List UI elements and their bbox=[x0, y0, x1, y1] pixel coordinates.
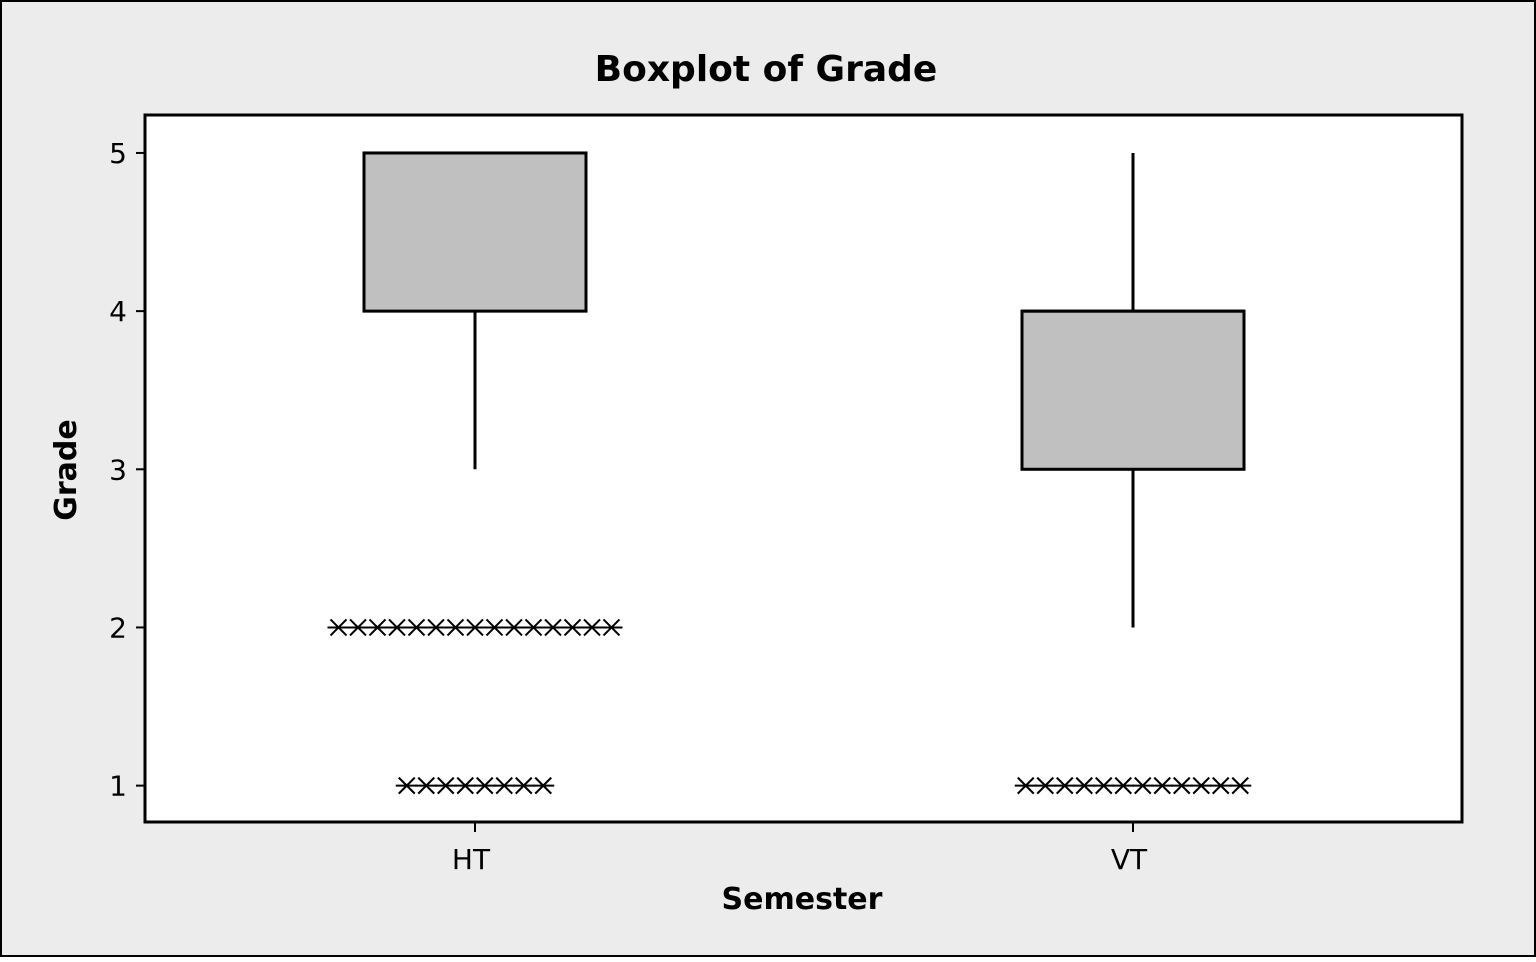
plot-area bbox=[143, 113, 1464, 824]
outlier-ht-2-12 bbox=[561, 618, 584, 637]
outlier-ht-1-4 bbox=[473, 776, 496, 795]
outlier-ht-1-7 bbox=[532, 776, 555, 795]
outlier-ht-1-2 bbox=[434, 776, 457, 795]
box-vt bbox=[1020, 309, 1246, 471]
outlier-vt-1-10 bbox=[1209, 776, 1232, 795]
box-group-ht bbox=[327, 151, 623, 795]
outlier-ht-1-0 bbox=[395, 776, 418, 795]
outlier-ht-2-13 bbox=[581, 618, 603, 637]
outlier-vt-1-9 bbox=[1190, 776, 1213, 795]
outlier-vt-1-0 bbox=[1014, 776, 1037, 795]
outlier-vt-1-8 bbox=[1170, 776, 1193, 795]
outlier-ht-2-10 bbox=[522, 618, 545, 637]
outlier-vt-1-5 bbox=[1112, 776, 1135, 795]
outlier-ht-2-9 bbox=[503, 618, 525, 637]
x-axis: HT VT bbox=[452, 822, 1148, 876]
box-ht bbox=[362, 151, 588, 313]
box-group-vt bbox=[1014, 152, 1252, 795]
outlier-vt-1-2 bbox=[1053, 776, 1076, 795]
y-tick-label-3: 3 bbox=[109, 453, 127, 486]
y-tick-label-5: 5 bbox=[109, 137, 127, 170]
outlier-ht-1-3 bbox=[454, 776, 477, 795]
x-tick-label-ht: HT bbox=[452, 843, 491, 876]
outlier-vt-1-3 bbox=[1073, 776, 1096, 795]
outlier-ht-2-3 bbox=[386, 618, 408, 637]
outlier-vt-1-7 bbox=[1151, 776, 1174, 795]
outlier-vt-1-4 bbox=[1092, 776, 1115, 795]
y-tick-label-1: 1 bbox=[109, 770, 127, 803]
y-axis-label: Grade bbox=[49, 419, 84, 520]
outlier-ht-1-6 bbox=[512, 776, 535, 795]
x-axis-label: Semester bbox=[722, 882, 883, 917]
outlier-ht-2-6 bbox=[444, 618, 467, 637]
outlier-ht-2-4 bbox=[405, 618, 428, 637]
outlier-ht-2-8 bbox=[483, 618, 506, 637]
outlier-ht-2-2 bbox=[366, 618, 389, 637]
y-tick-label-4: 4 bbox=[109, 295, 127, 328]
chart-title: Boxplot of Grade bbox=[595, 49, 938, 90]
outlier-ht-2-1 bbox=[347, 618, 369, 637]
boxes-layer bbox=[327, 151, 1252, 795]
y-tick-label-2: 2 bbox=[109, 611, 127, 644]
outlier-vt-1-1 bbox=[1034, 776, 1057, 795]
outlier-ht-2-7 bbox=[464, 618, 486, 637]
outlier-ht-2-14 bbox=[600, 618, 623, 637]
outlier-vt-1-11 bbox=[1229, 776, 1252, 795]
outlier-ht-2-0 bbox=[327, 618, 350, 637]
outlier-ht-2-5 bbox=[425, 618, 447, 637]
outlier-vt-1-6 bbox=[1131, 776, 1154, 795]
y-axis: 1 2 3 4 5 bbox=[109, 137, 145, 803]
outlier-ht-1-5 bbox=[493, 776, 516, 795]
x-tick-label-vt: VT bbox=[1111, 843, 1148, 876]
outlier-ht-2-11 bbox=[542, 618, 564, 637]
outlier-ht-1-1 bbox=[415, 776, 438, 795]
